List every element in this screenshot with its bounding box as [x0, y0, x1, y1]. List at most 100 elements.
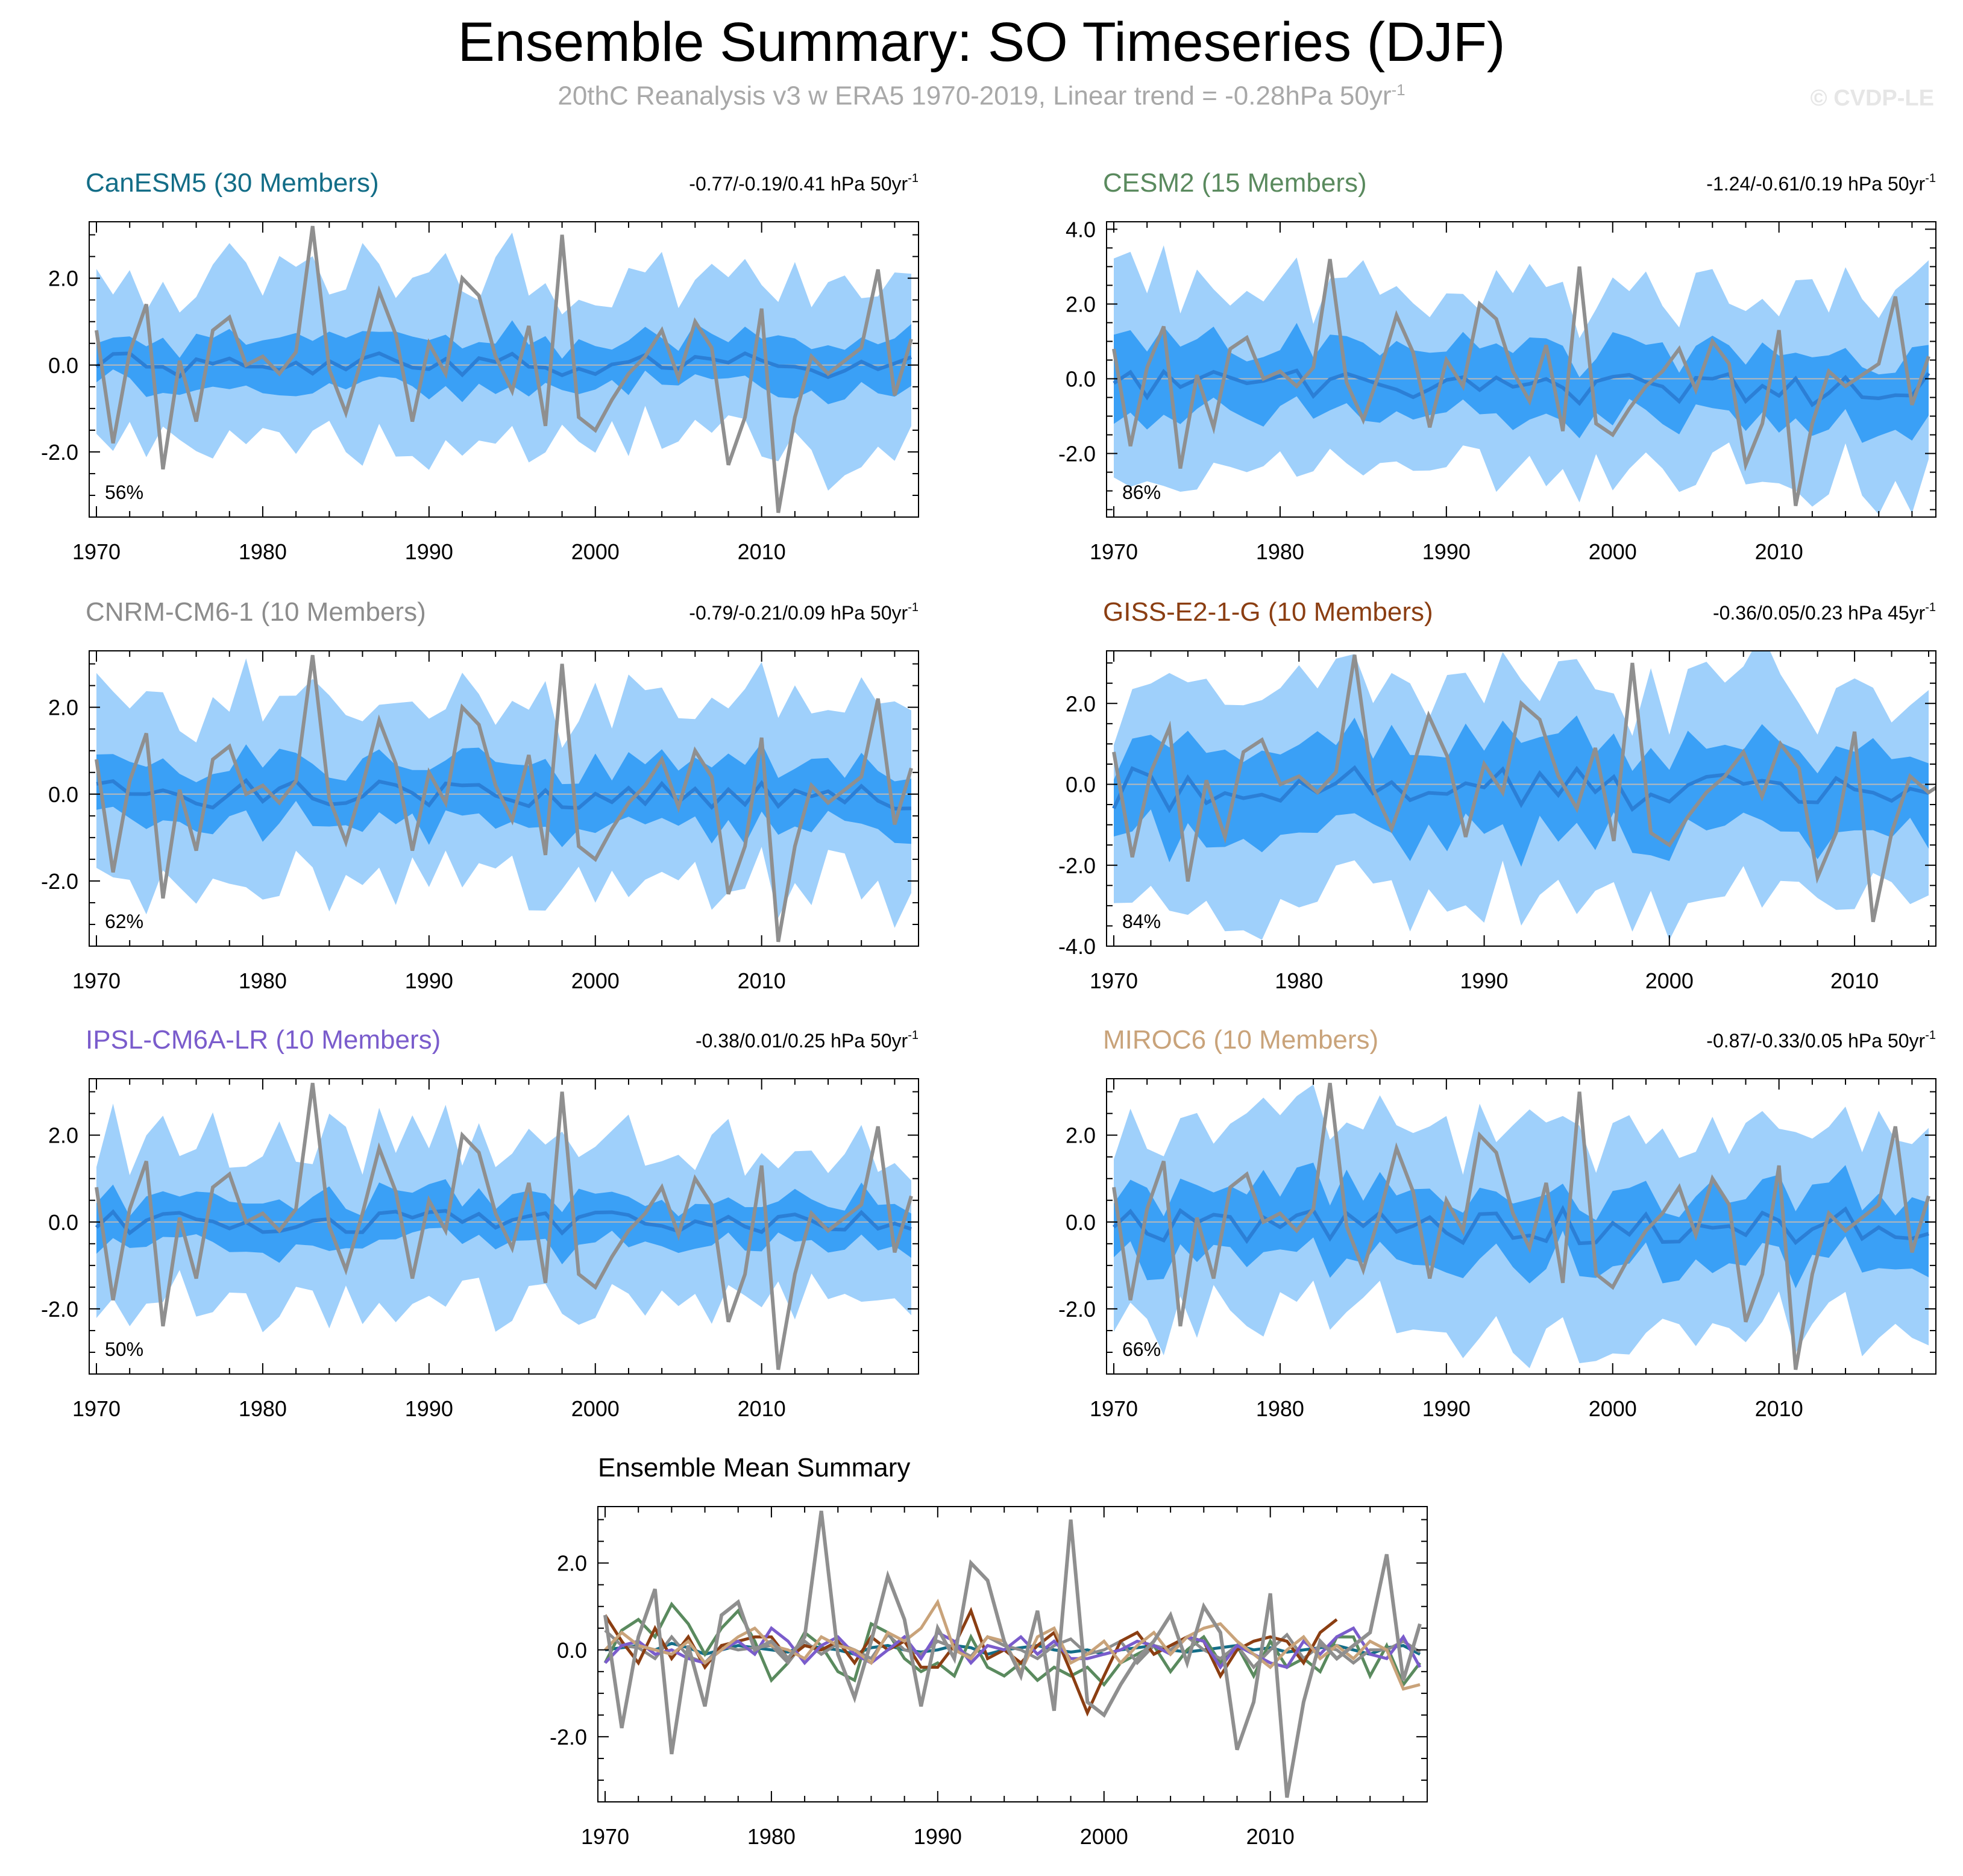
y-tick-label: 0.0 [48, 1210, 78, 1235]
series-line-cnrm-cm6-1 [604, 1629, 1421, 1670]
plot-frame [597, 1506, 1428, 1802]
x-tick-label: 1990 [914, 1824, 962, 1849]
panel-cesm2: 4.0 2.0 0.0 -2.0 1970 1980 1990 2000 2010 CESM2 (… [1058, 168, 1936, 564]
plot-frame [89, 1078, 919, 1375]
trend-label: -0.87/-0.33/0.05 hPa 50yr-1 [1706, 1029, 1936, 1052]
y-tick-label: -4.0 [1058, 934, 1096, 959]
x-tick-label: 1990 [1422, 1396, 1471, 1421]
panel-title: IPSL-CM6A-LR (10 Members) [86, 1025, 441, 1055]
x-tick-label: 1970 [72, 968, 121, 993]
inner-spread-band [1114, 1162, 1929, 1288]
figure-title: Ensemble Summary: SO Timeseries (DJF) [457, 11, 1506, 73]
y-tick-label: 0.0 [1066, 367, 1096, 392]
y-tick-label: 2.0 [48, 695, 78, 720]
observed-line [603, 1510, 1422, 1798]
plot-area [603, 1510, 1422, 1798]
x-tick-label: 1980 [1256, 539, 1304, 564]
plot-area [89, 225, 919, 513]
y-tick-label: 2.0 [1066, 292, 1096, 316]
y-tick-label: 2.0 [48, 1123, 78, 1148]
x-tick-label: 1970 [72, 539, 121, 564]
y-tick-label: -2.0 [550, 1725, 587, 1749]
panel-cnrm-cm6-1: 2.0 0.0 -2.0 1970 1980 1990 2000 2010 CNRM-CM6-1… [41, 597, 919, 993]
plot-area [1107, 245, 1936, 515]
x-tick-label: 2010 [1246, 1824, 1295, 1849]
percent-label: 56% [105, 482, 143, 503]
y-tick-label: 2.0 [557, 1551, 587, 1576]
y-tick-label: -2.0 [41, 869, 78, 894]
x-tick-label: 2000 [1080, 1824, 1128, 1849]
x-tick-label: 1980 [239, 968, 287, 993]
x-tick-label: 1970 [1090, 968, 1138, 993]
y-tick-label: 0.0 [48, 353, 78, 378]
y-tick-label: 0.0 [48, 782, 78, 807]
y-tick-label: 4.0 [1066, 217, 1096, 242]
percent-label: 86% [1122, 482, 1161, 503]
ensemble-mean-line [96, 777, 912, 811]
y-tick-label: -2.0 [41, 1297, 78, 1322]
observed-line [95, 225, 913, 513]
panel-ensemble-mean-summary: 2.0 0.0 -2.0 1970 1980 1990 2000 2010 Ensemble M… [550, 1453, 1428, 1849]
x-tick-label: 1980 [1256, 1396, 1304, 1421]
x-tick-label: 1970 [1090, 539, 1138, 564]
x-tick-label: 1990 [1422, 539, 1471, 564]
observed-line [95, 1082, 913, 1370]
y-tick-label: -2.0 [1058, 853, 1096, 878]
x-tick-label: 1970 [1090, 1396, 1138, 1421]
plot-frame [89, 650, 919, 947]
ensemble-mean-line [95, 1209, 912, 1236]
x-tick-label: 1970 [581, 1824, 629, 1849]
plot-area [89, 1082, 919, 1370]
x-tick-label: 2000 [571, 1396, 620, 1421]
x-tick-label: 2010 [1830, 968, 1879, 993]
ensemble-mean-line [95, 351, 912, 380]
panel-title: Ensemble Mean Summary [598, 1453, 910, 1482]
x-tick-label: 2010 [1755, 539, 1803, 564]
y-tick-label: -2.0 [1058, 1297, 1096, 1322]
plot-frame [89, 221, 919, 518]
percent-label: 62% [105, 911, 143, 932]
panel-title: MIROC6 (10 Members) [1103, 1025, 1378, 1055]
y-tick-label: 0.0 [1066, 1210, 1096, 1235]
trend-label: -1.24/-0.61/0.19 hPa 50yr-1 [1706, 172, 1936, 195]
panel-title: CanESM5 (30 Members) [86, 168, 379, 198]
percent-label: 84% [1122, 911, 1161, 932]
subtitle-superscript: -1 [1391, 81, 1406, 99]
subtitle-text: 20thC Reanalysis v3 w ERA5 1970-2019, Li… [557, 81, 1392, 111]
x-tick-label: 2010 [738, 539, 786, 564]
observed-line [1112, 259, 1930, 506]
x-tick-label: 2000 [1589, 1396, 1637, 1421]
panel-ipsl-cm6a-lr: 2.0 0.0 -2.0 1970 1980 1990 2000 2010 IPSL-CM6A-… [41, 1025, 919, 1421]
observed-line [95, 654, 913, 943]
panel-title: CNRM-CM6-1 (10 Members) [86, 597, 426, 627]
plot-frame [1106, 1078, 1936, 1375]
y-tick-label: 2.0 [1066, 691, 1096, 716]
panel-title: GISS-E2-1-G (10 Members) [1103, 597, 1433, 627]
percent-label: 50% [105, 1338, 143, 1360]
y-tick-label: -2.0 [41, 440, 78, 465]
x-tick-label: 2000 [571, 968, 620, 993]
trend-label: -0.38/0.01/0.25 hPa 50yr-1 [696, 1029, 919, 1052]
x-tick-label: 1990 [1460, 968, 1508, 993]
observed-line [1112, 654, 1936, 923]
x-tick-label: 2000 [1645, 968, 1694, 993]
trend-label: -0.36/0.05/0.23 hPa 45yr-1 [1713, 601, 1936, 624]
percent-label: 66% [1122, 1338, 1161, 1360]
x-tick-label: 1990 [405, 968, 453, 993]
plot-area [1107, 1082, 1936, 1370]
x-tick-label: 2010 [1755, 1396, 1803, 1421]
watermark: © CVDP-LE [1810, 86, 1934, 111]
x-tick-label: 1970 [72, 1396, 121, 1421]
plot-area [1107, 651, 1936, 941]
inner-spread-band [1114, 715, 1929, 867]
plot-area [89, 654, 919, 943]
series-line-cesm2 [603, 1601, 1421, 1688]
x-tick-label: 1980 [1275, 968, 1323, 993]
x-tick-label: 2000 [1589, 539, 1637, 564]
panel-canesm5: 2.0 0.0 -2.0 1970 1980 1990 2000 2010 CanESM5 (3… [41, 168, 919, 564]
figure-subtitle: 20thC Reanalysis v3 w ERA5 1970-2019, Li… [0, 81, 1963, 111]
panel-title: CESM2 (15 Members) [1103, 168, 1367, 198]
series-line-miroc6 [604, 1598, 1421, 1691]
